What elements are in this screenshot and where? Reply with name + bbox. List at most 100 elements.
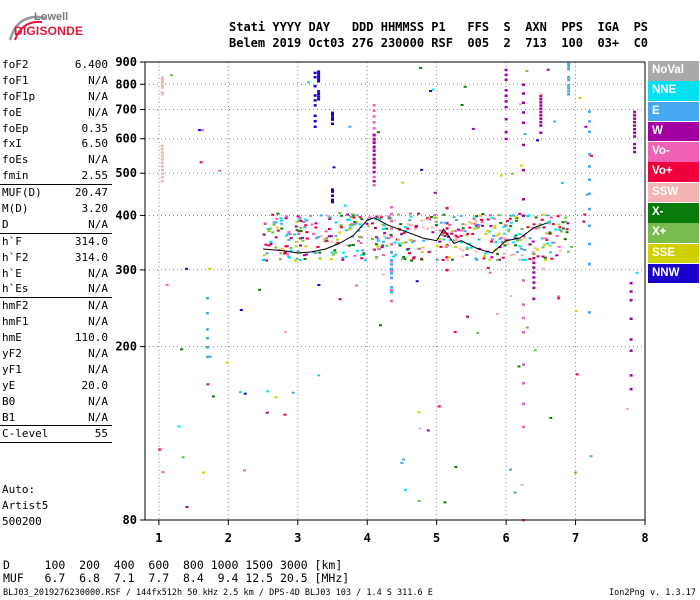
echo-dot	[549, 216, 553, 219]
echo-dot	[258, 288, 262, 291]
param-value: N/A	[88, 266, 108, 280]
echo-dot	[532, 276, 536, 279]
echo-dot	[445, 221, 449, 225]
echo-dot	[474, 222, 478, 225]
echo-dot	[274, 221, 278, 224]
echo-dot	[376, 131, 380, 134]
echo-dot	[480, 220, 484, 223]
echo-dot	[546, 242, 550, 245]
echo-dot	[426, 218, 430, 221]
param-row: fmin 2.55	[0, 168, 112, 184]
echo-dot	[461, 227, 465, 230]
echo-dot	[387, 215, 391, 218]
echo-dot	[503, 238, 507, 241]
echo-dot	[567, 67, 571, 71]
echo-dot	[334, 235, 338, 238]
echo-dot	[372, 149, 376, 152]
echo-dot	[372, 175, 376, 179]
echo-dot	[450, 230, 454, 233]
echo-dot	[549, 251, 553, 254]
y-tick-label: 700	[115, 103, 137, 117]
echo-dot	[206, 311, 209, 315]
echo-dot	[269, 240, 273, 243]
echo-dot	[297, 230, 301, 233]
echo-dot	[506, 238, 510, 241]
autoscale-code: 500200	[2, 515, 42, 528]
echo-dot	[317, 284, 321, 287]
echo-dot	[492, 234, 496, 237]
echo-dot	[504, 78, 508, 82]
echo-dot	[415, 224, 419, 227]
echo-dot	[390, 227, 394, 230]
param-label: foE	[2, 105, 22, 119]
echo-dot	[441, 258, 445, 261]
echo-dot	[466, 232, 470, 235]
echo-dot	[465, 234, 469, 237]
x-tick-label: 4	[364, 531, 371, 545]
echo-dot	[421, 226, 425, 229]
echo-dot	[180, 348, 184, 351]
echo-dot	[404, 241, 408, 244]
echo-dot	[338, 298, 342, 301]
echo-dot	[314, 252, 318, 255]
echo-dot	[508, 217, 512, 220]
echo-dot	[289, 247, 293, 250]
echo-dot	[165, 283, 169, 286]
echo-dot	[483, 255, 487, 258]
echo-dot	[411, 257, 415, 260]
echo-dot	[539, 98, 543, 101]
echo-dot	[629, 281, 633, 285]
footer-info: BLJ03_2019276230000.RSF / 144fx512h 50 k…	[3, 588, 433, 598]
echo-dot	[463, 230, 467, 233]
echo-dot	[539, 104, 543, 107]
echo-dot	[383, 224, 387, 227]
logo-text-lowell: Lowell	[34, 11, 69, 23]
echo-dot	[466, 315, 470, 318]
echo-dot	[323, 240, 327, 243]
echo-dot	[372, 121, 376, 124]
param-value: N/A	[88, 105, 108, 119]
echo-dot	[629, 387, 633, 391]
echo-dot	[452, 216, 456, 219]
echo-dot	[372, 248, 376, 251]
echo-dot	[243, 469, 247, 472]
param-label: B1	[2, 410, 16, 424]
echo-dot	[267, 244, 271, 247]
echo-dot	[504, 73, 508, 77]
echo-dot	[381, 273, 385, 276]
echo-dot	[160, 76, 164, 79]
echo-dot	[407, 252, 411, 255]
echo-dot	[539, 114, 543, 117]
echo-dot	[493, 226, 497, 229]
echo-dot	[317, 77, 321, 81]
echo-dot	[518, 103, 522, 106]
echo-dot	[381, 253, 385, 256]
echo-dot	[496, 252, 500, 255]
echo-dot	[544, 237, 548, 240]
echo-dot	[442, 231, 446, 234]
param-value: N/A	[88, 410, 108, 424]
echo-dot	[334, 251, 338, 254]
legend-item: E	[648, 101, 699, 122]
echo-dot	[441, 234, 445, 237]
distance-row: D 100 200 400 600 800 1000 1500 3000 [km…	[3, 558, 343, 572]
echo-dot	[539, 131, 543, 135]
echo-dot	[633, 150, 637, 154]
echo-dot	[266, 227, 270, 230]
echo-dot	[287, 238, 291, 241]
echo-dot	[504, 100, 508, 103]
echo-dot	[422, 239, 426, 242]
echo-dot	[450, 258, 454, 261]
echo-dot	[390, 212, 394, 216]
echo-dot	[488, 271, 492, 274]
echo-dot	[280, 227, 284, 230]
echo-dot	[521, 198, 525, 201]
echo-dot	[283, 413, 287, 416]
echo-dot	[363, 259, 367, 262]
echo-dot	[355, 249, 359, 252]
echo-dot	[513, 235, 517, 238]
echo-dot	[348, 218, 352, 221]
echo-dot	[280, 247, 284, 250]
param-value: N/A	[88, 347, 108, 361]
echo-dot	[390, 259, 394, 262]
